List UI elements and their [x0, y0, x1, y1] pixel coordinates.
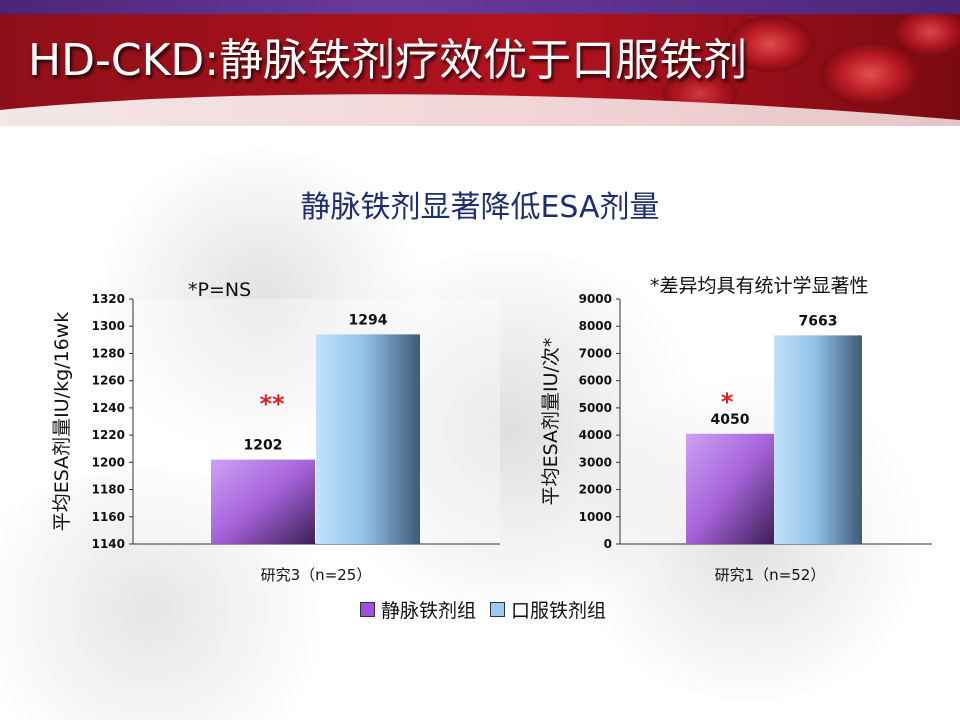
bar-data-label: 1202 [244, 438, 283, 454]
y-tick-label: 6000 [579, 374, 612, 388]
significance-marker: * [721, 388, 734, 416]
y-tick-label: 1200 [92, 455, 125, 469]
chart-legend: 静脉铁剂组 口服铁剂组 [360, 596, 620, 623]
y-tick-label: 1320 [92, 292, 125, 306]
y-tick-label: 5000 [579, 401, 612, 415]
chart-study-1: 9000 8000 7000 6000 5000 4000 3000 2000 1000 0 平均E… [540, 275, 932, 584]
bar-oral-iron [316, 334, 420, 544]
slide-title: HD-CKD:静脉铁剂疗效优于口服铁剂 [28, 35, 748, 86]
y-axis-title: 平均ESA剂量IU/kg/16wk [51, 312, 73, 532]
y-axis-title: 平均ESA剂量IU/次* [540, 338, 562, 506]
bar-iv-iron [686, 433, 774, 544]
legend-label-oral-iron: 口服铁剂组 [511, 600, 607, 622]
significance-marker: ** [259, 390, 285, 418]
y-tick-label: 1180 [92, 483, 125, 497]
y-tick-label: 1000 [579, 510, 612, 524]
y-tick-label: 1160 [92, 510, 125, 524]
bar-iv-iron [211, 459, 315, 544]
y-tick-label: 7000 [579, 346, 612, 360]
x-category-label: 研究3（n=25） [261, 566, 372, 584]
y-tick-label: 1300 [92, 319, 125, 333]
bar-data-label: 4050 [711, 412, 750, 428]
top-accent-bar [0, 0, 960, 14]
legend-item-oral-iron: 口服铁剂组 [490, 596, 606, 623]
y-tick-label: 0 [604, 537, 612, 551]
title-banner [0, 14, 960, 126]
legend-swatch-oral-iron [490, 602, 506, 617]
legend-item-iv-iron: 静脉铁剂组 [360, 596, 476, 623]
y-tick-label: 1140 [92, 537, 125, 551]
x-category-label: 研究1（n=52） [715, 566, 826, 584]
bar-data-label: 1294 [349, 312, 388, 328]
y-tick-label: 2000 [579, 483, 612, 497]
y-tick-label: 3000 [579, 455, 612, 469]
y-tick-label: 1220 [92, 428, 125, 442]
legend-label-iv-iron: 静脉铁剂组 [381, 600, 477, 622]
chart-note: *P=NS [188, 279, 251, 301]
y-tick-label: 1260 [92, 374, 125, 388]
y-tick-label: 1240 [92, 401, 125, 415]
y-tick-label: 8000 [579, 319, 612, 333]
y-tick-label: 1280 [92, 346, 125, 360]
chart-subtitle: 静脉铁剂显著降低ESA剂量 [300, 190, 660, 225]
bar-data-label: 7663 [799, 313, 838, 329]
y-tick-label: 4000 [579, 428, 612, 442]
bar-oral-iron [774, 335, 862, 544]
chart-study-3: 1320 1300 1280 1260 1240 1220 1200 1180 1160 1140… [51, 279, 500, 584]
y-tick-label: 9000 [579, 292, 612, 306]
chart-note: *差异均具有统计学显著性 [650, 275, 869, 297]
legend-swatch-iv-iron [360, 602, 375, 617]
